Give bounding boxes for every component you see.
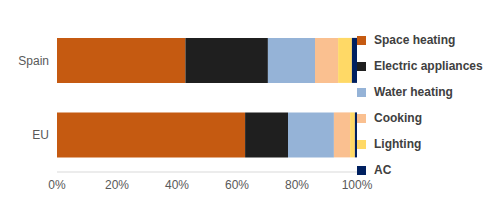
svg-text:100%: 100%: [342, 178, 373, 192]
svg-text:0%: 0%: [48, 178, 66, 192]
svg-text:Spain: Spain: [18, 54, 49, 68]
html-text:Water heating: Water heating: [374, 85, 453, 99]
svg-text:20%: 20%: [105, 178, 129, 192]
svg-text:80%: 80%: [285, 178, 309, 192]
html-text:AC: AC: [374, 163, 392, 177]
html-text:Electric appliances: Electric appliances: [374, 59, 483, 73]
svg-text:40%: 40%: [165, 178, 189, 192]
html-text:Cooking: Cooking: [374, 111, 422, 125]
svg-text:EU: EU: [32, 128, 49, 142]
html-text:Lighting: Lighting: [374, 137, 422, 151]
html-text:Space heating: Space heating: [374, 33, 456, 47]
svg-text:60%: 60%: [225, 178, 249, 192]
